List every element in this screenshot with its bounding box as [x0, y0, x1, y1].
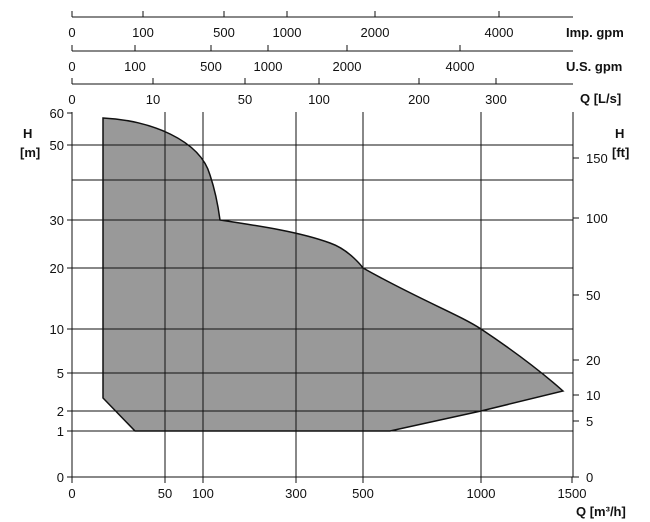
top-tick-label: 2000: [361, 25, 390, 40]
left-axis-ticks: 0 1 2 5 10 20 30 50 60: [50, 106, 72, 485]
top-axis-us-gpm-ticks: 0 100 500 1000 2000 4000: [68, 45, 474, 74]
bottom-tick-label: 1500: [558, 486, 587, 501]
right-axis-unit-ft: [ft]: [612, 145, 629, 160]
top-tick-label: 0: [68, 59, 75, 74]
right-axis: H [ft] 0 5 10 20 50 100 150: [573, 126, 629, 485]
operating-envelope: [102, 117, 565, 432]
bottom-tick-label: 500: [352, 486, 374, 501]
right-tick-label: 5: [586, 414, 593, 429]
right-axis-ticks: 0 5 10 20 50 100 150: [573, 151, 608, 485]
top-tick-label: 100: [308, 92, 330, 107]
top-tick-label: 0: [68, 92, 75, 107]
left-tick-label: 20: [50, 261, 64, 276]
right-tick-label: 10: [586, 388, 600, 403]
left-tick-label: 0: [57, 470, 64, 485]
top-axis-imp-gpm-ticks: 0 100 500 1000 2000 4000: [68, 11, 513, 40]
top-tick-label: 1000: [273, 25, 302, 40]
right-tick-label: 0: [586, 470, 593, 485]
left-tick-label: 5: [57, 366, 64, 381]
left-tick-label: 10: [50, 322, 64, 337]
left-tick-label: 2: [57, 404, 64, 419]
top-axis-ls-unit: Q [L/s]: [580, 91, 621, 106]
bottom-tick-label: 100: [192, 486, 214, 501]
top-tick-label: 50: [238, 92, 252, 107]
left-axis-unit-h: H: [23, 126, 32, 141]
right-axis-unit-h: H: [615, 126, 624, 141]
top-tick-label: 100: [132, 25, 154, 40]
top-tick-label: 300: [485, 92, 507, 107]
top-axis-us-gpm: 0 100 500 1000 2000 4000 U.S. gpm: [68, 45, 622, 74]
left-tick-label: 50: [50, 138, 64, 153]
top-axis-imp-gpm: 0 100 500 1000 2000 4000 Imp. gpm: [68, 11, 624, 40]
bottom-axis-unit: Q [m³/h]: [576, 504, 626, 519]
top-axis-us-gpm-unit: U.S. gpm: [566, 59, 622, 74]
left-axis-unit-m: [m]: [20, 145, 40, 160]
bottom-axis-ticks: 0 50 100 300 500 1000 1500: [68, 477, 586, 501]
plot-grid-overlay: [71, 112, 574, 478]
top-axis-imp-gpm-unit: Imp. gpm: [566, 25, 624, 40]
right-tick-label: 150: [586, 151, 608, 166]
left-axis: H [m] 0 1 2 5 10 20 30 50 60: [20, 106, 72, 485]
left-tick-label: 60: [50, 106, 64, 121]
bottom-tick-label: 0: [68, 486, 75, 501]
bottom-axis: 0 50 100 300 500 1000 1500 Q [m³/h]: [68, 477, 626, 519]
top-tick-label: 10: [146, 92, 160, 107]
top-axis-ls-ticks: 0 10 50 100 200 300: [68, 78, 507, 107]
left-tick-label: 1: [57, 424, 64, 439]
top-tick-label: 200: [408, 92, 430, 107]
top-axis-ls: 0 10 50 100 200 300 Q [L/s]: [68, 78, 621, 107]
bottom-tick-label: 1000: [467, 486, 496, 501]
top-tick-label: 4000: [485, 25, 514, 40]
bottom-tick-label: 300: [285, 486, 307, 501]
right-tick-label: 100: [586, 211, 608, 226]
top-tick-label: 4000: [446, 59, 475, 74]
right-tick-label: 50: [586, 288, 600, 303]
top-tick-label: 500: [213, 25, 235, 40]
top-tick-label: 1000: [254, 59, 283, 74]
top-tick-label: 2000: [333, 59, 362, 74]
top-tick-label: 100: [124, 59, 146, 74]
left-tick-label: 30: [50, 213, 64, 228]
right-tick-label: 20: [586, 353, 600, 368]
top-tick-label: 500: [200, 59, 222, 74]
bottom-tick-label: 50: [158, 486, 172, 501]
top-tick-label: 0: [68, 25, 75, 40]
